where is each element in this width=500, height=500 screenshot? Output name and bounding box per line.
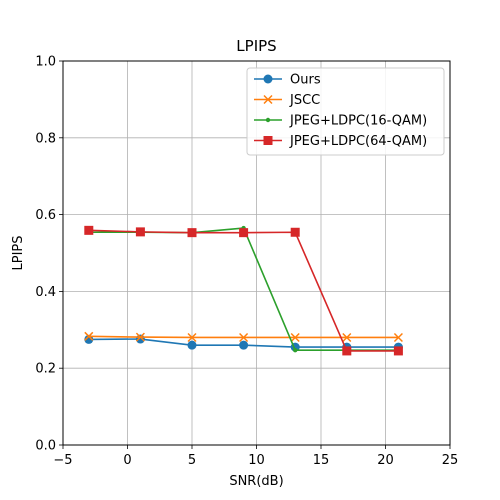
legend-marker-jscc: [263, 94, 273, 105]
data-point-jscc: [290, 332, 300, 343]
data-point-jscc-stroke-b: [239, 332, 249, 343]
legend-item-ours: Ours: [254, 73, 321, 88]
data-point-jscc: [135, 332, 145, 342]
legend: Ours JSCC JPEG+LDPC(16-QAM) JPEG+LDPC(64-QA…: [246, 67, 445, 156]
data-point-jscc: [187, 332, 197, 343]
legend-label-ours: Ours: [290, 73, 321, 88]
data-point-jscc-stroke-b: [290, 332, 300, 343]
y-tick-label: 0.6: [35, 208, 56, 223]
data-point-jscc: [342, 332, 352, 343]
data-point-jscc-stroke-b: [342, 332, 352, 343]
y-axis-title: LPIPS: [11, 235, 26, 270]
x-tick-label: 10: [248, 453, 265, 468]
data-point-jpeg-ldpc-64-qam: [239, 228, 249, 238]
legend-label-jscc: JSCC: [289, 93, 320, 108]
y-tick-label: 1.0: [35, 55, 56, 70]
x-tick-label: −5: [53, 453, 72, 468]
x-tick-label: 20: [377, 453, 394, 468]
data-point-jscc-stroke-b: [135, 332, 145, 342]
series-layer: [84, 225, 403, 356]
y-tick-label: 0.8: [35, 131, 56, 146]
x-axis-title: SNR(dB): [229, 474, 283, 489]
legend-item-jpeg-ldpc-64-qam: JPEG+LDPC(64-QAM): [254, 134, 427, 149]
legend-marker-ours: [263, 74, 273, 84]
series-jscc: [84, 331, 403, 343]
y-tick-label: 0.2: [35, 362, 56, 377]
data-point-jpeg-ldpc-64-qam: [187, 228, 197, 238]
legend-item-jscc: JSCC: [254, 93, 320, 108]
data-point-jscc-stroke-b: [187, 332, 197, 343]
series-jpeg-ldpc-64-qam: [84, 225, 403, 356]
x-tick-label: 25: [442, 453, 459, 468]
data-point-jpeg-ldpc-64-qam: [393, 346, 403, 356]
x-tick-label: 15: [313, 453, 330, 468]
legend-box: [246, 67, 445, 156]
y-tick-label: 0.0: [35, 439, 56, 454]
y-tick-label: 0.4: [35, 285, 56, 300]
data-point-jscc: [393, 332, 403, 343]
x-tick-label: 5: [188, 453, 196, 468]
data-point-jscc-stroke-b: [84, 331, 94, 341]
legend-marker-jpeg-ldpc-64-qam: [263, 136, 273, 145]
legend-label-jpeg-ldpc-16-qam: JPEG+LDPC(16-QAM): [289, 114, 427, 129]
data-point-ours: [187, 340, 197, 350]
data-point-jpeg-ldpc-64-qam: [135, 227, 145, 237]
data-point-ours: [135, 334, 145, 344]
data-point-jpeg-ldpc-64-qam: [84, 225, 94, 235]
ticks: −5 0 5 10 15 20 25 0.0 0.2 0.4 0.6 0.8 1.0: [35, 55, 458, 469]
legend-label-jpeg-ldpc-64-qam: JPEG+LDPC(64-QAM): [289, 134, 427, 149]
data-point-jpeg-ldpc-16-qam: [293, 347, 298, 353]
data-point-jpeg-ldpc-64-qam: [290, 227, 300, 237]
data-point-jscc: [239, 332, 249, 343]
legend-marker-jpeg-ldpc-16-qam: [265, 117, 271, 123]
data-point-jscc: [84, 331, 94, 341]
legend-marker-jscc-stroke-b: [263, 94, 273, 105]
data-point-jpeg-ldpc-64-qam: [342, 346, 352, 356]
data-point-ours: [239, 340, 249, 350]
data-point-jscc-stroke-b: [393, 332, 403, 343]
chart-title: LPIPS: [236, 37, 276, 55]
x-tick-label: 0: [123, 453, 131, 468]
legend-item-jpeg-ldpc-16-qam: JPEG+LDPC(16-QAM): [254, 114, 427, 129]
